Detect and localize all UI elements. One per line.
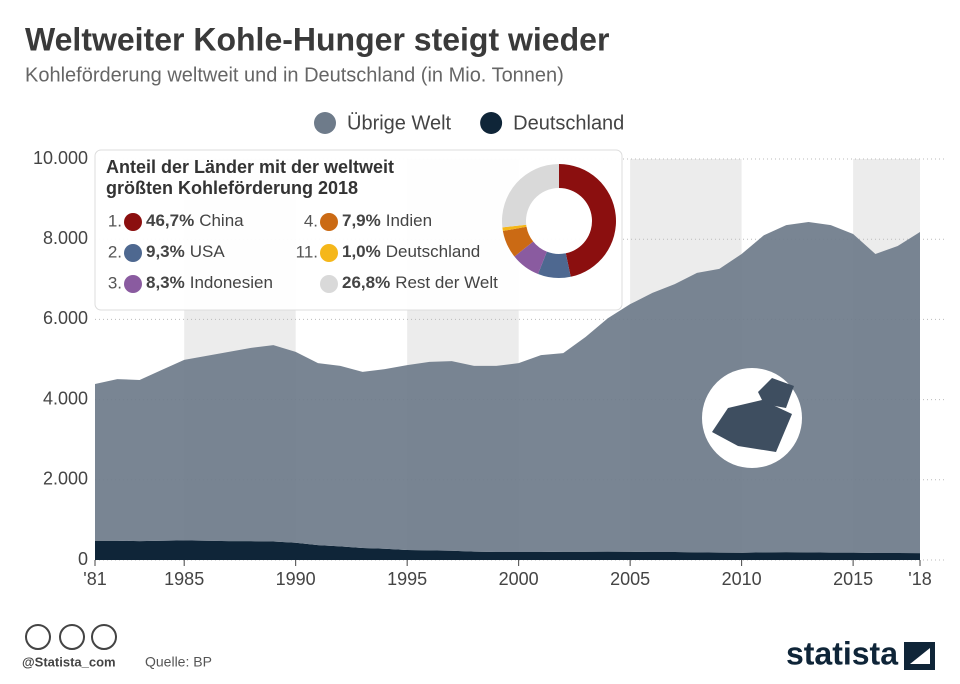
donut-slice <box>514 241 547 274</box>
legend-swatch <box>320 275 338 293</box>
legend-label: Deutschland <box>513 112 624 134</box>
chart-subtitle: Kohleförderung weltweit und in Deutschla… <box>25 64 564 86</box>
inset: 1. 46,7% China 2. 9,3% USA 3. 8,3% Indonesien 4. 7… <box>108 164 617 293</box>
category-label: China <box>199 211 244 230</box>
legend-entry: 8,3% Indonesien <box>146 273 273 292</box>
legend-swatch <box>320 244 338 262</box>
legend-swatch <box>320 213 338 231</box>
donut-slice <box>502 224 527 231</box>
donut-slice <box>538 251 571 278</box>
cc-icons <box>25 624 117 650</box>
value-label: 7,9% <box>342 211 381 230</box>
value-label: 8,3% <box>146 273 185 292</box>
x-tick-label: 2005 <box>610 569 650 589</box>
donut-slice <box>502 164 559 228</box>
y-tick-label: 8.000 <box>43 228 88 248</box>
area <box>95 221 920 554</box>
chart-title: Weltweiter Kohle-Hunger steigt wieder <box>25 21 609 57</box>
legend-entry: 26,8% Rest der Welt <box>342 273 498 292</box>
plot <box>95 221 920 560</box>
legend-swatch <box>124 213 142 231</box>
category-label: Indonesien <box>190 273 273 292</box>
x-tick-label: 2000 <box>499 569 539 589</box>
value-label: 1,0% <box>342 242 381 261</box>
legend-entry: 1,0% Deutschland <box>342 242 480 261</box>
x-tick-label: 2015 <box>833 569 873 589</box>
legend-swatch <box>124 244 142 262</box>
y-tick-label: 2.000 <box>43 469 88 489</box>
donut-slice <box>502 226 534 257</box>
category-label: Deutschland <box>386 242 481 261</box>
category-label: Rest der Welt <box>395 273 498 292</box>
x-tick-label: 1990 <box>276 569 316 589</box>
inset-box <box>94 149 623 311</box>
area <box>95 540 920 560</box>
x-tick-label: 2010 <box>722 569 762 589</box>
donut-slice <box>559 164 617 277</box>
y-tick-label: 6.000 <box>43 308 88 328</box>
legend-label: Übrige Welt <box>347 112 452 134</box>
footer-handle: @Statista_com <box>22 654 116 669</box>
x-tick-label: '81 <box>83 569 106 589</box>
category-label: Indien <box>386 211 432 230</box>
rank: 11. <box>296 242 318 261</box>
legend-swatch <box>314 112 336 134</box>
legend-swatch <box>124 275 142 293</box>
x-tick-label: 1985 <box>164 569 204 589</box>
value-label: 9,3% <box>146 242 185 261</box>
rank: 4. <box>304 211 318 230</box>
legend-entry: 7,9% Indien <box>342 211 432 230</box>
inset-title: Anteil der Länder mit der weltweit größt… <box>106 157 395 198</box>
coal-icon <box>702 368 802 468</box>
rank: 3. <box>108 273 122 292</box>
brand-icon <box>904 642 935 670</box>
value-label: 26,8% <box>342 273 390 292</box>
legend-swatch <box>480 112 503 134</box>
brand-logo: statista <box>786 635 898 671</box>
y-tick-label: 4.000 <box>43 388 88 408</box>
x-tick-label: 1995 <box>387 569 427 589</box>
rank: 1. <box>108 211 122 230</box>
footer-source: Quelle: BP <box>145 654 212 670</box>
y-tick-label: 10.000 <box>33 148 88 168</box>
x-tick-label: '18 <box>908 569 931 589</box>
category-label: USA <box>190 242 226 261</box>
legend-entry: 9,3% USA <box>146 242 225 261</box>
rank: 2. <box>108 242 122 261</box>
value-label: 46,7% <box>146 211 194 230</box>
legend-entry: 46,7% China <box>146 211 244 230</box>
y-tick-label: 0 <box>78 549 88 569</box>
